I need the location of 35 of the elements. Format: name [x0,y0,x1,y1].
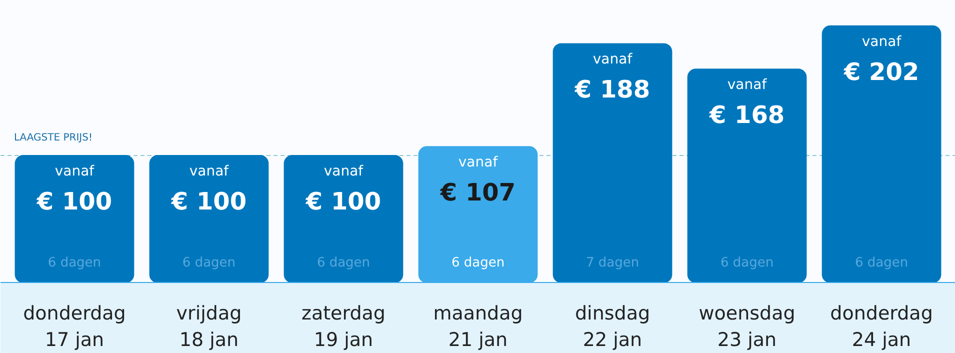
annotation: vanaf [324,163,364,180]
x-tick-label: donderdag 24 jan [830,302,933,351]
x-tick-label: zaterdag 19 jan [301,302,386,351]
x-tick-label: donderdag 17 jan [23,302,126,351]
bar [552,43,672,282]
x-tick-label: woensdag 23 jan [698,302,796,351]
x-tick-label: dinsdag 22 jan [574,302,650,351]
bar [822,25,942,282]
annotation: vanaf [592,52,634,68]
bar [149,154,269,282]
data-label: € 100 [36,187,112,216]
data-label: € 100 [170,187,247,216]
bar [687,68,807,282]
annotation: vanaf [54,163,96,180]
annotation: 6 dagen [316,256,370,270]
data-label: € 168 [708,101,785,130]
ref-line-label: LAAGSTE PRIJS! [14,132,92,144]
data-label: € 100 [304,187,382,216]
annotation: 6 dagen [451,256,505,270]
annotation: vanaf [189,163,230,180]
data-label: € 188 [574,76,650,104]
data-label: € 107 [439,178,516,207]
x-tick-label: maandag 21 jan [433,302,523,351]
x-tick-label: vrijdag 18 jan [176,302,242,351]
annotation: 7 dagen [586,256,640,270]
data-label: € 202 [842,58,920,86]
annotation: vanaf [458,154,499,171]
annotation: vanaf [862,34,902,50]
annotation: 6 dagen [854,256,908,270]
annotation: 6 dagen [48,256,102,270]
bar [284,154,404,282]
annotation: vanaf [727,77,768,94]
annotation: 6 dagen [182,256,236,270]
annotation: 6 dagen [720,256,774,270]
bar [14,154,134,282]
